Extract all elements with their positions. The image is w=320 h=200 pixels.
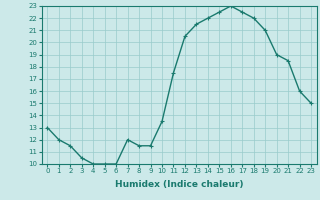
X-axis label: Humidex (Indice chaleur): Humidex (Indice chaleur) bbox=[115, 180, 244, 189]
